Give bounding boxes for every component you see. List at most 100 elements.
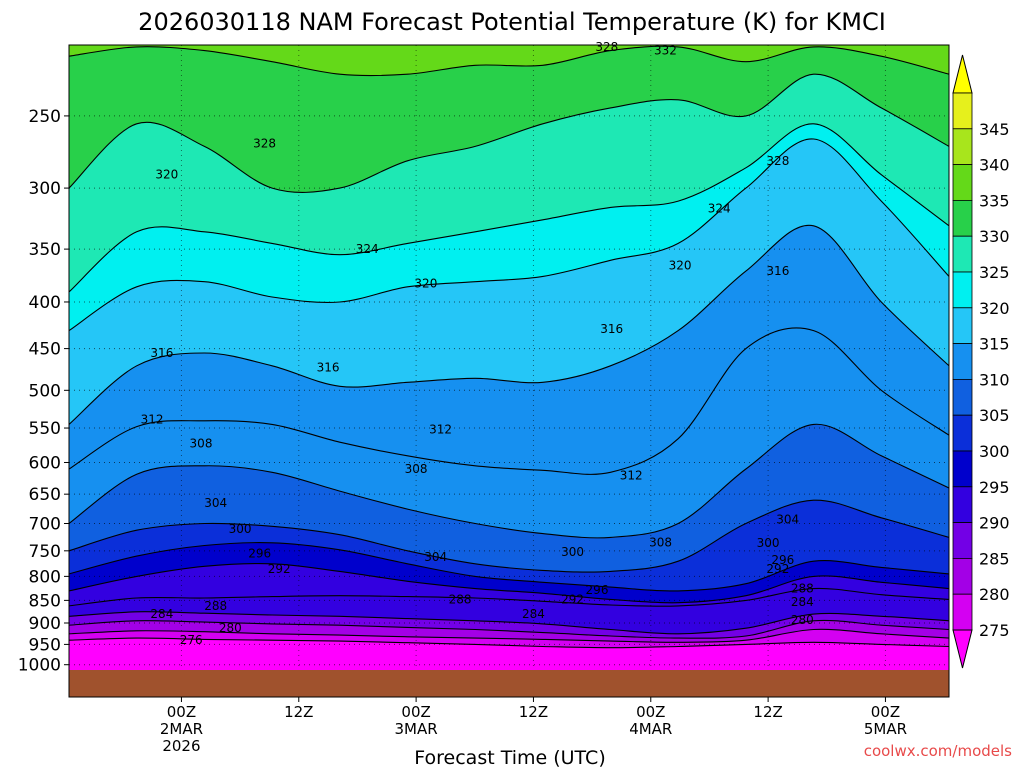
contour-label: 292 [766,562,789,576]
contour-label: 288 [204,599,227,613]
isentrope-324 [69,123,949,293]
colorbar-segment [952,92,973,130]
colorbar-segment [952,558,973,595]
contour-label: 300 [561,545,584,559]
contour-label: 316 [766,264,789,278]
x-tick-label: 12Z [519,703,548,721]
isentrope-312 [69,327,949,475]
colorbar-label: 300 [979,442,1010,461]
ground-surface [69,670,949,697]
x-tick-label: 3MAR [395,720,438,738]
isentrope-320 [69,138,949,332]
colorbar-segment [952,378,973,416]
isentrope-332 [69,45,949,77]
contour-label: 288 [449,592,472,606]
colorbar-segment [952,271,973,309]
colorbar-label: 345 [979,120,1010,139]
colorbar-segment [952,164,973,201]
contour-label: 312 [620,468,643,482]
y-tick-label: 750 [29,542,61,562]
colorbar-segment [952,414,973,452]
colorbar-label: 335 [979,191,1010,210]
colorbar-label: 330 [979,227,1010,246]
colorbar-label: 305 [979,406,1010,425]
colorbar-segment [952,235,973,273]
contour-label: 328 [766,154,789,168]
colorbar-label: 315 [979,335,1010,354]
colorbar-segment [952,486,973,523]
contour-label: 328 [595,40,618,54]
y-tick-label: 250 [29,107,61,127]
y-axis: 250 300 350 400 450 500 550 600 650 700 750 800 850 9… [18,107,69,676]
contour-label: 332 [654,44,677,58]
colorbar-segment [952,128,973,166]
colorbar-segment [952,307,973,344]
contour-label: 304 [204,496,227,510]
contour-label: 312 [429,422,452,436]
y-tick-label: 700 [29,515,61,535]
contour-labels: 3283203243203163163123083043002962922882… [141,40,814,647]
contour-label: 292 [561,592,584,606]
colorbar-label: 310 [979,370,1010,389]
isentrope-300 [69,542,949,592]
x-tick-label: 4MAR [629,720,672,738]
x-tick-label: 00Z [636,703,665,721]
contour-label: 280 [791,613,814,627]
contour-label: 316 [317,360,340,374]
colorbar-top-arrow [952,54,973,94]
colorbar-segment [952,450,973,488]
colorbar-segment [952,522,973,559]
grid-lines [69,45,949,697]
contour-label: 308 [190,437,213,451]
isentrope-296 [69,563,949,604]
contour-label: 328 [253,136,276,150]
colorbar-segment [952,199,973,237]
contour-label: 292 [268,562,291,576]
isentrope-contours [69,45,949,649]
y-tick-label: 1000 [18,656,61,676]
colorbar-label: 275 [979,621,1010,640]
x-tick-label: 5MAR [864,720,907,738]
colorbar-segment [952,593,973,631]
isentrope-328 [69,73,949,193]
contour-label: 296 [248,546,271,560]
y-tick-label: 950 [29,635,61,655]
isentrope-288 [69,611,949,635]
contour-label: 308 [405,462,428,476]
chart-title: 2026030118 NAM Forecast Potential Temper… [138,8,886,36]
isentrope-284 [69,619,949,639]
contour-label: 296 [586,583,609,597]
contour-label: 288 [791,582,814,596]
contour-label: 300 [757,536,780,550]
contour-label: 284 [791,595,814,609]
contour-label: 320 [669,259,692,273]
x-tick-label: 2MAR [160,720,203,738]
contour-label: 284 [150,607,173,621]
contour-label: 316 [150,346,173,360]
contour-label: 304 [776,513,799,527]
contour-label: 316 [600,322,623,336]
y-tick-label: 650 [29,485,61,505]
isentrope-308 [69,423,949,539]
isentrope-280 [69,628,949,643]
colorbar-label: 290 [979,514,1010,533]
contour-label: 312 [141,412,164,426]
colorbar-segment [952,343,973,380]
y-tick-label: 300 [29,179,61,199]
y-tick-label: 600 [29,453,61,473]
contour-label: 308 [649,535,672,549]
colorbar-label: 280 [979,585,1010,604]
credit-text: coolwx.com/models [864,742,1012,760]
x-tick-label: 12Z [284,703,313,721]
x-tick-label: 00Z [401,703,430,721]
y-tick-label: 450 [29,340,61,360]
plot-frame [68,44,950,698]
colorbar-bottom-arrow [952,629,973,669]
x-tick-label: 00Z [167,703,196,721]
colorbar: 275 280 285 290 295 300 305 310 315 320 325 330 335 3… [952,54,1010,669]
colorbar-label: 295 [979,478,1010,497]
contour-label: 320 [414,277,437,291]
y-tick-label: 400 [29,293,61,313]
